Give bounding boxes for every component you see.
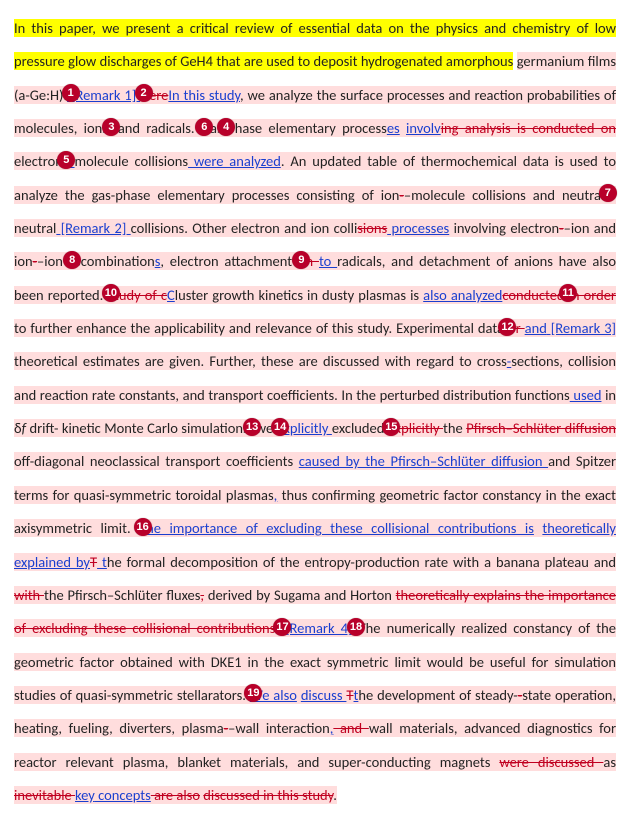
body-text: of ion xyxy=(362,186,400,204)
body-text: collisions. Other electron and ion xyxy=(131,219,330,237)
badge-icon: 13 xyxy=(243,418,261,436)
deleted-text: were discussed xyxy=(499,753,603,771)
body-text: –molecule collisions and neutral xyxy=(404,186,604,204)
highlighted-text: pressure glow discharges of GeH4 that ar… xyxy=(14,52,513,70)
body-text: he formal decomposition of the entropy-p… xyxy=(107,553,491,571)
body-text: colli xyxy=(334,219,358,237)
badge-icon: 4 xyxy=(217,118,235,136)
body-text: involving electron xyxy=(449,219,559,237)
deleted-text: are also xyxy=(151,786,200,804)
body-text: interaction xyxy=(266,719,330,737)
body-text: and xyxy=(548,452,570,470)
body-text: derived by Sugama and Horton xyxy=(204,586,392,604)
body-text: –wall xyxy=(228,719,259,737)
badge-icon: 2 xyxy=(135,84,153,102)
body-text: kinetics in dusty plasmas is xyxy=(258,286,423,304)
inserted-text: t xyxy=(97,553,107,571)
body-text: off-diagonal neoclassical transport coef… xyxy=(14,452,299,470)
inserted-text: key xyxy=(75,786,95,804)
body-text: kinetic Monte Carlo simulations xyxy=(62,419,249,437)
inserted-text: In this study xyxy=(168,86,240,104)
body-text: and relevance of this study. Experimenta… xyxy=(229,319,504,337)
inserted-text: es xyxy=(387,119,400,137)
badge-icon: 15 xyxy=(382,418,400,436)
inserted-text: also analyzed xyxy=(423,286,502,304)
badge-icon: 14 xyxy=(271,418,289,436)
body-text: banana plateau and xyxy=(496,553,616,571)
body-text: electron xyxy=(14,152,63,170)
inserted-text: used xyxy=(570,386,602,404)
inserted-text: concepts xyxy=(95,786,151,804)
deleted-text: conducted xyxy=(502,286,564,304)
deleted-text: ing xyxy=(441,119,459,137)
inserted-text: and xyxy=(525,319,547,337)
badge-icon: 3 xyxy=(102,118,120,136)
inserted-text: discuss xyxy=(301,686,347,704)
inserted-text: involv xyxy=(406,119,441,137)
body-text: luster growth xyxy=(175,286,255,304)
body-text: the Pfirsch–Schlüter fluxes xyxy=(44,586,200,604)
body-text: and radicals. xyxy=(112,119,201,137)
body-text: he development of steady- xyxy=(358,686,517,704)
deleted-text: T xyxy=(346,686,353,704)
body-text: thus confirming geometric factor constan… xyxy=(277,486,541,504)
inserted-text: The importance of excluding these collis… xyxy=(139,519,534,537)
inserted-text: to xyxy=(319,252,337,270)
deleted-text: analysis is conducted on xyxy=(458,119,616,137)
deleted-text: sions xyxy=(357,219,387,237)
badge-icon: 6 xyxy=(195,118,213,136)
deleted-text: Pfirsch–Schlüter diffusion xyxy=(466,419,616,437)
inserted-text: [Remark 2] xyxy=(56,219,130,237)
tracked-region: germanium films (a-Ge:H).1 [Remark 1] 2H… xyxy=(14,52,616,804)
body-text: . xyxy=(333,786,337,804)
badge-icon: 16 xyxy=(134,518,152,536)
body-text: given. Further, these are discussed with… xyxy=(169,352,507,370)
body-text: . An updated xyxy=(281,152,362,170)
deleted-text: with xyxy=(14,586,44,604)
body-text: materials, and super-conducting magnets xyxy=(230,753,499,771)
body-text: ecombination xyxy=(74,252,155,270)
body-text: , electron attachment xyxy=(160,252,292,270)
body-text: drift- xyxy=(26,419,58,437)
body-text: theoretical estimates are xyxy=(14,352,164,370)
highlighted-text: In this paper, we present a critical rev… xyxy=(14,19,616,37)
inserted-text: caused by the Pfirsch–Schlüter diffusion xyxy=(299,452,548,470)
inserted-text: were analyzed xyxy=(188,152,281,170)
deleted-text: discussed in this study xyxy=(203,786,333,804)
body-text: constants, and transport coefficients. I… xyxy=(119,386,570,404)
body-text: the xyxy=(443,419,466,437)
body-text: to xyxy=(14,319,30,337)
badge-icon: 1 xyxy=(62,84,80,102)
inserted-text: processes xyxy=(387,219,449,237)
badge-icon: 18 xyxy=(347,618,365,636)
body-text: molecule collisions xyxy=(75,152,189,170)
body-text: further enhance the applicability xyxy=(30,319,225,337)
body-text: as xyxy=(603,753,616,771)
deleted-text: and xyxy=(333,719,368,737)
body-text: , we analyze the surface processes and xyxy=(240,86,471,104)
inserted-text: [Remark 3] xyxy=(547,319,616,337)
deleted-text: inevitable xyxy=(14,786,75,804)
document-paragraph: In this paper, we present a critical rev… xyxy=(14,12,616,812)
body-text: phase elementary process xyxy=(227,119,387,137)
inserted-text: C xyxy=(167,286,175,304)
body-text: excluded xyxy=(332,419,388,437)
